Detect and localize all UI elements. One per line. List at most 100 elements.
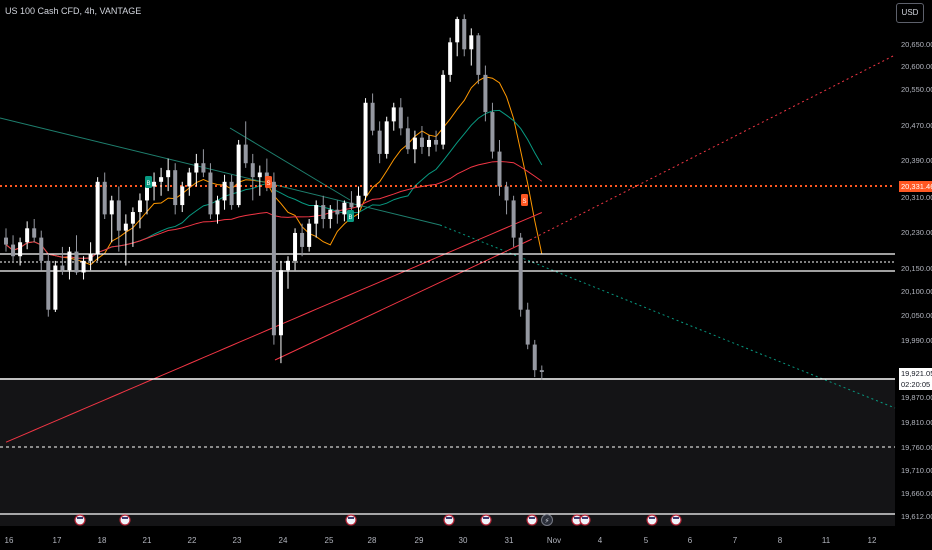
currency-button[interactable]: USD xyxy=(896,3,924,23)
time-tick-label: 31 xyxy=(505,536,514,545)
time-tick-label: 17 xyxy=(53,536,62,545)
candle-body xyxy=(448,42,453,75)
lightning-event-glyph: ⚡ xyxy=(545,517,550,525)
candle-body xyxy=(511,200,516,238)
event-flag-stripe xyxy=(77,517,83,519)
price-tick-label: 19,710.00 xyxy=(901,466,932,475)
candle-body xyxy=(391,107,396,122)
candle-body xyxy=(152,181,157,187)
candle-body xyxy=(497,151,502,187)
symbol-title: US 100 Cash CFD, 4h, VANTAGE xyxy=(5,6,142,16)
price-tick-label: 19,810.00 xyxy=(901,418,932,427)
event-flag-stripe xyxy=(348,517,354,519)
trendline-short xyxy=(229,127,351,201)
time-tick-label: Nov xyxy=(547,536,561,545)
event-flag-icon xyxy=(670,514,682,526)
trendline-teal xyxy=(0,117,441,226)
candle-body xyxy=(412,137,417,150)
candle-body xyxy=(74,251,79,273)
candle-body xyxy=(335,209,340,215)
time-tick-label: 29 xyxy=(415,536,424,545)
candle-body xyxy=(271,181,276,336)
candle-body xyxy=(462,19,467,50)
candle-body xyxy=(328,209,333,220)
candle-body xyxy=(434,139,439,145)
price-tick-label: 20,470.00 xyxy=(901,121,932,130)
event-flag-icon xyxy=(345,514,357,526)
candle-body xyxy=(243,144,248,164)
time-tick-label: 6 xyxy=(688,536,693,545)
candle-body xyxy=(363,102,368,196)
candle-body xyxy=(314,205,319,224)
candle-body xyxy=(95,181,100,254)
candle-body xyxy=(342,202,347,215)
signal-marker-label: S xyxy=(266,181,270,187)
event-flag-stripe xyxy=(649,517,655,519)
trendline-teal-ext xyxy=(439,224,896,409)
candle-body xyxy=(229,181,234,206)
candle-body xyxy=(427,139,431,147)
candle-body xyxy=(321,205,326,220)
price-tick-label: 20,230.00 xyxy=(901,228,932,237)
candle-body xyxy=(102,181,107,215)
signal-marker xyxy=(347,210,354,222)
event-flag-stripe xyxy=(122,517,128,519)
candle-body xyxy=(349,202,354,208)
candle-body xyxy=(490,112,495,152)
price-tick-label: 20,550.00 xyxy=(901,85,932,94)
candle-body xyxy=(286,260,290,271)
candle-body xyxy=(236,144,241,206)
price-tick-label: 20,600.00 xyxy=(901,62,932,71)
candle-body xyxy=(222,181,227,201)
candle-body xyxy=(307,223,312,247)
countdown-tag: 02:20:05 xyxy=(899,379,932,390)
event-flag-stripe xyxy=(446,517,452,519)
candle-body xyxy=(145,186,149,201)
candle-body xyxy=(215,200,220,215)
candle-body xyxy=(88,253,93,261)
candle-body xyxy=(53,265,58,310)
signal-marker xyxy=(145,176,152,188)
candle-body xyxy=(441,74,446,145)
event-flag-icon xyxy=(526,514,538,526)
candle-body xyxy=(293,232,298,261)
event-flag-stripe xyxy=(673,517,679,519)
candle-body xyxy=(166,170,171,178)
candle-body xyxy=(300,232,305,247)
candle-body xyxy=(180,186,185,206)
candle-body xyxy=(455,19,460,43)
price-axis-panel xyxy=(895,0,932,550)
candle-body xyxy=(109,200,114,215)
candle-body xyxy=(116,200,121,231)
candle-body xyxy=(532,344,537,371)
candle-body xyxy=(201,163,206,173)
lower-zone xyxy=(0,380,895,526)
candle-body xyxy=(476,35,481,75)
candle-body xyxy=(194,163,199,173)
candle-body xyxy=(356,195,361,208)
price-tick-label: 20,050.00 xyxy=(901,311,932,320)
price-tick-label: 19,760.00 xyxy=(901,443,932,452)
time-tick-label: 23 xyxy=(233,536,242,545)
last-price-tag: 19,921.05 xyxy=(899,368,932,379)
price-tick-label: 20,390.00 xyxy=(901,156,932,165)
candle-body xyxy=(81,260,86,273)
candle-body xyxy=(39,237,44,261)
candle-body xyxy=(123,223,128,231)
event-flag-stripe xyxy=(574,517,580,519)
candle-body xyxy=(159,177,164,182)
price-tick-label: 19,612.00 xyxy=(901,512,932,521)
time-tick-label: 8 xyxy=(778,536,783,545)
candle-body xyxy=(60,265,65,271)
candle-body xyxy=(525,309,530,345)
time-tick-label: 21 xyxy=(143,536,152,545)
price-tick-label: 20,100.00 xyxy=(901,287,932,296)
signal-marker xyxy=(265,176,272,188)
event-flag-icon xyxy=(480,514,492,526)
price-tick-label: 20,650.00 xyxy=(901,40,932,49)
candle-body xyxy=(398,107,403,129)
time-tick-label: 5 xyxy=(644,536,649,545)
signal-marker-label: B xyxy=(348,215,352,221)
